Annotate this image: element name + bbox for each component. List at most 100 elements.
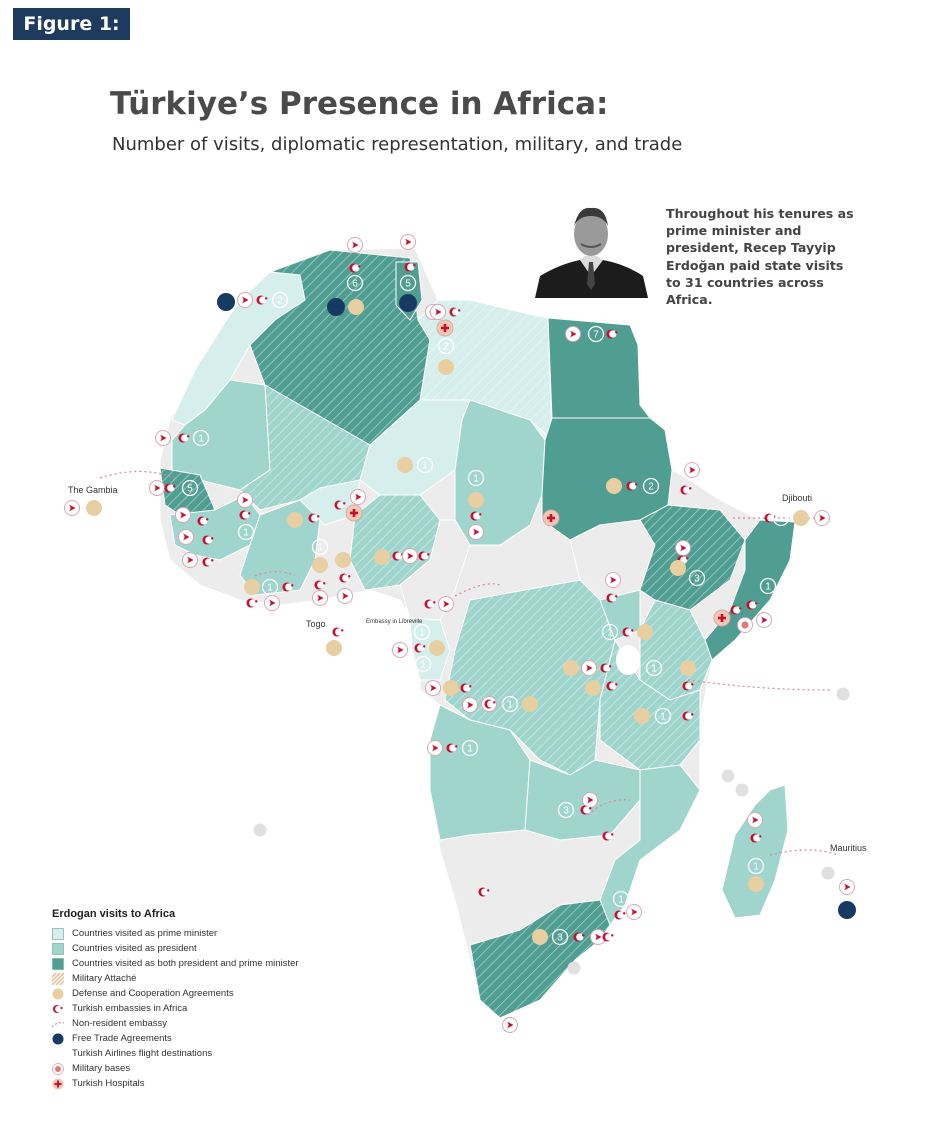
visit-count-value: 2	[109, 504, 115, 515]
visit-count-badge: 2	[103, 499, 121, 517]
agreement-circle-icon	[348, 299, 364, 315]
visit-count-value: 1	[419, 628, 425, 639]
agreement-circle-icon	[287, 512, 303, 528]
visit-count-value: 3	[778, 514, 784, 525]
beige-circle-icon	[52, 988, 64, 1000]
non-resident-dot-icon	[836, 687, 850, 701]
visit-count-badge: 1	[601, 623, 619, 641]
visit-count-badge: 1	[325, 657, 343, 675]
visit-count-badge: 1	[192, 429, 210, 447]
airline-tail-icon	[747, 812, 763, 828]
swatch-light	[52, 927, 64, 940]
legend-item-pm: Countries visited as prime minister	[52, 926, 352, 941]
crescent-star-icon	[339, 573, 351, 583]
label-mauritius: Mauritius	[830, 843, 867, 853]
visit-count-badge: 2	[437, 337, 455, 355]
hospital-cross-icon	[713, 609, 731, 627]
hospital-cross-icon	[542, 509, 560, 527]
visit-count-badge: 1	[654, 707, 672, 725]
legend-item-fta: Free Trade Agreements	[52, 1031, 352, 1046]
airline-tail-icon	[430, 304, 446, 320]
airline-tail-icon	[175, 507, 191, 523]
legend-label: Military bases	[72, 1063, 131, 1074]
visit-count-badge: 3	[551, 928, 569, 946]
visit-count-value: 1	[317, 543, 323, 554]
page-subtitle: Number of visits, diplomatic representat…	[112, 134, 683, 155]
airline-tail-icon	[178, 529, 194, 545]
airline-tail-icon	[756, 612, 772, 628]
visit-count-badge: 1	[645, 659, 663, 677]
visit-count-badge: 3	[772, 509, 790, 527]
agreement-circle-icon	[522, 696, 538, 712]
visit-count-value: 1	[765, 582, 771, 593]
crescent-star-icon	[682, 711, 694, 721]
airline-tail-icon	[438, 596, 454, 612]
legend-label: Non-resident embassy	[72, 1018, 168, 1029]
legend-label: Turkish Hospitals	[72, 1078, 145, 1089]
visit-count-value: 1	[331, 662, 337, 673]
non-resident-dot-icon	[821, 866, 835, 880]
visit-count-badge: 1	[413, 623, 431, 641]
non-resident-dot-icon	[721, 769, 735, 783]
visit-count-value: 6	[352, 279, 358, 290]
visit-count-value: 1	[753, 862, 759, 873]
airline-tail-icon	[237, 492, 253, 508]
crescent-star-icon	[178, 433, 190, 443]
country-madagascar	[721, 784, 789, 919]
visit-count-badge: 1	[237, 523, 255, 541]
legend-label: Defense and Cooperation Agreements	[72, 988, 234, 999]
agreement-circle-icon	[326, 640, 342, 656]
legend: Erdogan visits to Africa Countries visit…	[39, 908, 352, 1091]
agreement-circle-icon	[429, 640, 445, 656]
crescent-star-icon	[334, 500, 346, 510]
free-trade-circle-icon	[327, 298, 345, 316]
visit-count-value: 1	[243, 528, 249, 539]
visit-count-value: 1	[651, 664, 657, 675]
label-the-gambia: The Gambia	[68, 485, 118, 495]
crescent-star-icon	[446, 743, 458, 753]
visit-count-badge: 5	[181, 479, 199, 497]
visit-count-badge: 6	[346, 274, 364, 292]
erdogan-visits-note: Throughout his tenures as prime minister…	[666, 206, 854, 308]
airline-tail-icon	[400, 234, 416, 250]
hatch-icon	[39, 972, 73, 985]
agreement-circle-icon	[606, 478, 622, 494]
crescent-star-icon	[484, 699, 496, 709]
airline-tail-icon	[582, 792, 598, 808]
airline-tail-icon	[237, 292, 253, 308]
visit-count-value: 1	[507, 700, 513, 711]
legend-label: Turkish Airlines flight destinations	[72, 1048, 213, 1059]
crescent-star-icon	[750, 833, 762, 843]
airline-tail-icon	[312, 590, 328, 606]
legend-label: Military Attaché	[72, 973, 137, 984]
agreement-circle-icon	[748, 876, 764, 892]
airline-tail-icon	[155, 430, 171, 446]
visit-count-badge: 3	[557, 801, 575, 819]
crescent-star-icon	[308, 513, 320, 523]
country-egypt	[547, 317, 652, 419]
crescent-star-icon	[202, 557, 214, 567]
crescent-star-icon	[349, 263, 361, 273]
legend-item-hospitals: Turkish Hospitals	[52, 1076, 352, 1091]
airline-tail-icon	[149, 480, 165, 496]
crescent-star-icon	[602, 831, 614, 841]
legend-item-attache: Military Attaché	[39, 971, 352, 986]
page-title: Türkiye’s Presence in Africa:	[110, 86, 609, 122]
agreement-circle-icon	[563, 660, 579, 676]
legend-label: Countries visited as both president and …	[72, 958, 299, 969]
crescent-star-icon	[392, 551, 404, 561]
legend-label: Countries visited as prime minister	[72, 928, 218, 939]
non-resident-dot-icon	[567, 961, 581, 975]
swatch-dark	[52, 957, 64, 970]
visit-count-badge: 1	[461, 739, 479, 757]
visit-count-badge: 1	[747, 857, 765, 875]
free-trade-circle-icon	[399, 294, 417, 312]
non-resident-dot-icon	[735, 783, 749, 797]
country-chad	[454, 399, 546, 546]
swatch-medium	[52, 942, 64, 955]
visit-count-value: 3	[557, 933, 563, 944]
airline-tail-icon	[347, 237, 363, 253]
crescent-star-icon	[332, 627, 344, 637]
label-togo: Togo	[306, 619, 326, 629]
